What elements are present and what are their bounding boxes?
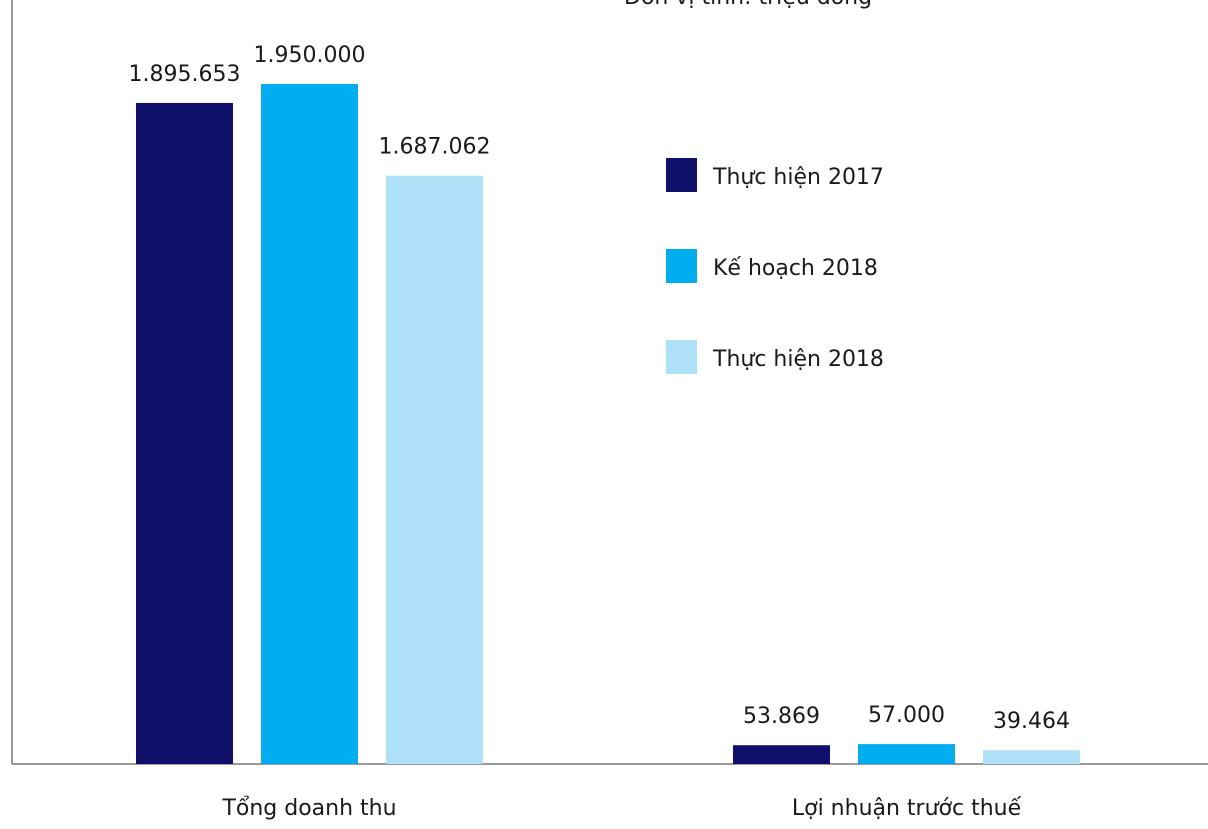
legend-label: Thực hiện 2018 bbox=[712, 347, 884, 372]
bar bbox=[858, 744, 955, 764]
chart-title: Đơn vị tính: triệu đồng bbox=[624, 0, 872, 10]
bar bbox=[386, 175, 483, 765]
bar bbox=[983, 750, 1080, 764]
bar bbox=[733, 745, 830, 764]
bar bbox=[261, 84, 358, 764]
legend-label: Kế hoạch 2018 bbox=[713, 256, 878, 281]
category-label: Tổng doanh thu bbox=[221, 796, 396, 821]
legend-label: Thực hiện 2017 bbox=[712, 165, 884, 190]
data-label: 1.895.653 bbox=[129, 62, 241, 87]
bars-layer bbox=[136, 84, 1080, 765]
legend-swatch bbox=[666, 340, 697, 374]
legend-swatch bbox=[666, 158, 697, 192]
data-label: 1.687.062 bbox=[379, 135, 491, 160]
legend-swatch bbox=[666, 249, 697, 283]
category-label: Lợi nhuận trước thuế bbox=[792, 796, 1022, 821]
data-label: 39.464 bbox=[993, 709, 1070, 734]
data-label: 57.000 bbox=[868, 703, 945, 728]
bar bbox=[136, 102, 233, 764]
data-label: 53.869 bbox=[743, 704, 820, 729]
data-label: 1.950.000 bbox=[254, 43, 366, 68]
labels-layer: 1.895.653 1.950.000 1.687.062 Tổng doanh th… bbox=[129, 43, 1070, 821]
legend: Thực hiện 2017 Kế hoạch 2018 Thực hiện 201… bbox=[666, 158, 884, 374]
